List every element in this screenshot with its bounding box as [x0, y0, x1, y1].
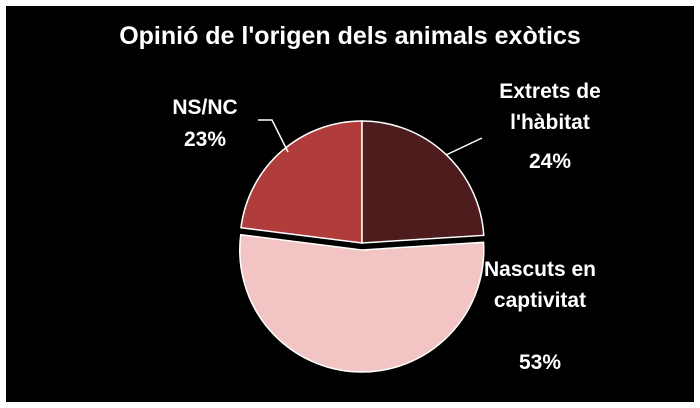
pie-slice: [240, 120, 363, 244]
slice-label: Extrets de l'hàbitat: [499, 80, 601, 134]
slice-label: Nascuts en captivitat: [483, 258, 597, 312]
chart-title: Opinió de l'origen dels animals exòtics: [119, 22, 581, 50]
leader-line: [445, 137, 483, 156]
slice-label: NS/NC: [172, 96, 238, 119]
slice-value-label: 53%: [518, 351, 562, 374]
leader-line: [258, 119, 289, 153]
slice-value-label: 24%: [528, 150, 572, 173]
pie-slice: [239, 233, 485, 373]
slice-value-label: 23%: [183, 128, 227, 151]
pie-slice: [361, 120, 485, 244]
